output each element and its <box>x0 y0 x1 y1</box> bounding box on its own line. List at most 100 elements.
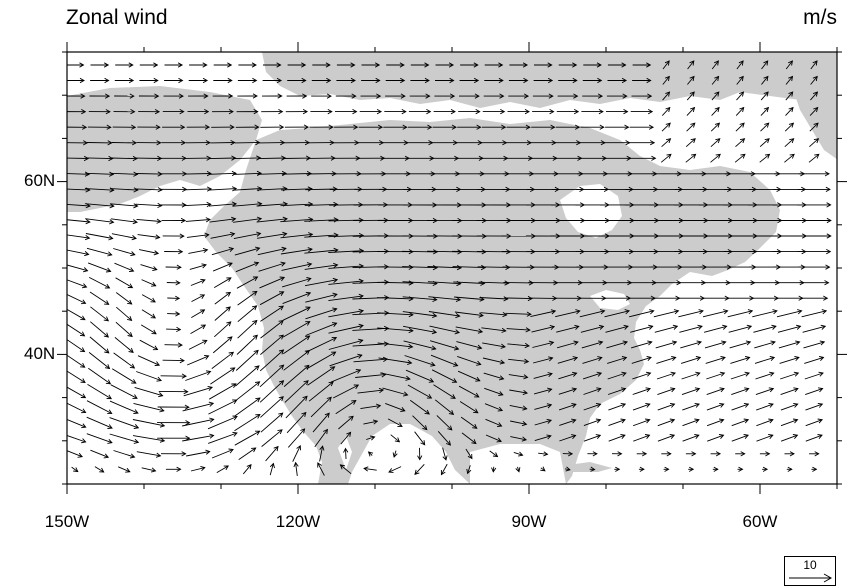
wind-vector-arrow <box>662 91 671 101</box>
wind-vector-arrow <box>534 418 553 426</box>
wind-vector-arrow <box>110 171 139 177</box>
wind-vector-arrow <box>260 305 284 322</box>
wind-vector-arrow <box>711 106 720 116</box>
wind-vector-arrow <box>86 400 113 415</box>
wind-vector-arrow <box>583 62 602 68</box>
wind-vector-arrow <box>605 124 630 130</box>
wind-vector-arrow <box>809 451 820 457</box>
wind-vector-arrow <box>457 370 481 382</box>
wind-vector-arrow <box>728 324 753 333</box>
wind-vector-arrow <box>456 341 483 350</box>
wind-vector-arrow <box>213 62 233 68</box>
wind-vector-arrow <box>335 93 357 99</box>
wind-vector-arrow <box>328 338 364 350</box>
wind-vector-arrow <box>735 138 746 148</box>
wind-vector-arrow <box>311 77 332 84</box>
wind-vector-arrow <box>565 466 571 472</box>
wind-vector-arrow <box>533 372 553 379</box>
wind-vector-arrow <box>756 434 774 442</box>
wind-vector-arrow <box>633 418 651 427</box>
wind-vector-arrow <box>213 321 232 338</box>
wind-vector-arrow <box>377 327 414 334</box>
wind-vector-arrow <box>71 466 79 473</box>
wind-vector-arrow <box>557 93 579 99</box>
wind-vector-arrow <box>704 340 727 349</box>
wind-vector-arrow <box>710 138 721 148</box>
wind-vector-arrow <box>67 109 87 115</box>
wind-vector-arrow <box>89 336 110 354</box>
wind-vector-arrow <box>454 311 484 318</box>
wind-vector-arrow <box>417 447 423 461</box>
wind-vector-arrow <box>319 445 325 462</box>
wind-vector-arrow <box>632 387 651 395</box>
wind-vector-arrow <box>465 448 473 460</box>
wind-vector-arrow <box>141 309 156 319</box>
wind-vector-arrow <box>442 447 448 461</box>
wind-vector-arrow <box>214 291 232 305</box>
wind-vector-arrow <box>458 385 480 398</box>
wind-vector-arrow <box>810 91 819 101</box>
wind-vector-arrow <box>435 77 455 84</box>
wind-vector-arrow <box>135 202 163 209</box>
wind-vector-arrow <box>89 291 110 305</box>
wind-vector-arrow <box>485 434 502 443</box>
wind-vector-arrow <box>165 264 182 270</box>
wind-vector-arrow <box>797 186 831 192</box>
wind-vector-arrow <box>633 434 651 442</box>
wind-vector-arrow <box>797 202 832 208</box>
wind-vector-arrow <box>801 309 828 318</box>
wind-vector-arrow <box>109 417 140 429</box>
wind-vector-arrow <box>88 367 112 385</box>
wind-vector-arrow <box>304 262 339 270</box>
wind-vector-arrow <box>162 358 185 364</box>
wind-vector-arrow <box>115 277 134 289</box>
wind-vector-arrow <box>233 155 262 161</box>
axis-ticks <box>57 42 847 494</box>
wind-vector-arrow <box>414 463 425 475</box>
x-tick-label-90w: 90W <box>511 512 547 531</box>
wind-vector-arrow <box>752 309 778 318</box>
wind-vector-arrow <box>686 91 695 101</box>
wind-vector-arrow <box>236 276 259 289</box>
north-america-mainland <box>204 118 780 484</box>
wind-vector-arrow <box>283 335 311 355</box>
wind-vector-arrow <box>261 93 283 99</box>
wind-vector-arrow <box>210 231 236 239</box>
wind-vector-arrow <box>284 380 309 403</box>
wind-vector-arrow <box>606 109 629 115</box>
wind-vector-arrow <box>208 383 237 400</box>
wind-vector-arrow <box>184 186 213 192</box>
wind-vector-arrow <box>785 75 794 85</box>
land-mass <box>67 52 837 484</box>
wind-vector-arrow <box>627 155 657 161</box>
wind-vector-arrow <box>67 279 88 289</box>
wind-vector-arrow <box>186 232 210 238</box>
wind-vector-arrow <box>208 431 238 444</box>
wind-vector-arrow <box>730 356 751 364</box>
greenland <box>780 52 837 160</box>
wind-vector-arrow <box>67 339 86 353</box>
wind-vector-arrow <box>211 247 235 256</box>
wind-vector-arrow <box>754 356 776 364</box>
wind-vector-arrow <box>139 77 159 84</box>
wind-vector-arrow <box>662 60 670 70</box>
wind-vector-arrow <box>212 262 233 272</box>
wind-vector-arrow <box>513 451 524 457</box>
wind-vector-arrow <box>256 216 288 223</box>
wind-vector-arrow <box>509 404 528 411</box>
wind-vector-arrow <box>607 387 627 395</box>
wind-vector-arrow <box>238 62 257 68</box>
wind-vector-arrow <box>702 309 729 318</box>
wind-vector-arrow <box>482 342 506 349</box>
wind-vector-arrow <box>235 261 260 273</box>
wind-vector-arrow <box>559 418 577 426</box>
wind-vector-arrow <box>680 356 702 364</box>
wind-vector-arrow <box>385 93 406 99</box>
wind-vector-arrow <box>779 356 800 364</box>
wind-vector-arrow <box>780 418 799 427</box>
wind-vector-arrow <box>532 356 554 364</box>
wind-vector-arrow <box>706 387 725 396</box>
wind-vector-arrow <box>434 93 456 99</box>
wind-vector-arrow <box>678 309 704 318</box>
wind-vector-arrow <box>233 231 262 240</box>
